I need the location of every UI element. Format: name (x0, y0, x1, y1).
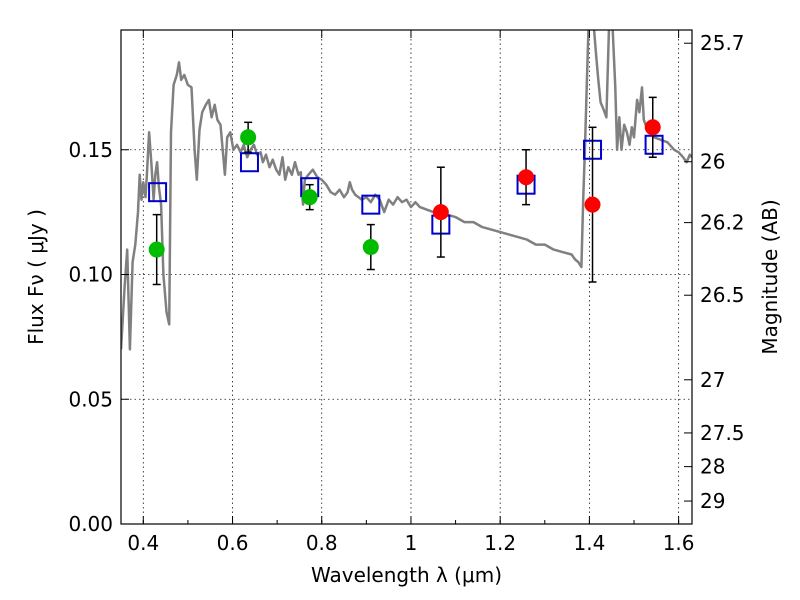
spectrum-line (121, 30, 692, 351)
observed-flux-point (518, 169, 535, 186)
model-spectrum (121, 30, 692, 351)
x-tick-label: 0.4 (127, 531, 159, 555)
plot-frame (120, 29, 693, 525)
y-tick-label: 0.00 (68, 512, 113, 536)
right-tick-label: 28 (700, 455, 725, 479)
model-square-marker (239, 152, 259, 173)
x-tick-label: 1.6 (663, 531, 695, 555)
right-tick-label: 26.2 (700, 211, 745, 235)
y-tick-label: 0.15 (68, 138, 113, 162)
right-tick-label: 29 (700, 489, 725, 513)
observed-flux-point (644, 119, 661, 136)
right-tick-label: 26.5 (700, 283, 745, 307)
model-square-marker (644, 134, 664, 155)
right-tick-label: 27 (700, 368, 725, 392)
model-square-marker (361, 194, 381, 215)
x-tick-label: 1.4 (573, 531, 605, 555)
right-tick-label: 27.5 (700, 421, 745, 445)
observed-flux-point (432, 204, 449, 221)
right-axis-title: Magnitude (AB) (758, 199, 782, 354)
observed-flux-point (301, 189, 318, 206)
observed-flux-point (362, 239, 379, 256)
x-tick-label: 0.6 (217, 531, 249, 555)
model-square-marker (148, 182, 168, 203)
x-tick-label: 1 (405, 531, 418, 555)
observed-flux-point (240, 129, 257, 146)
y-tick-label: 0.05 (68, 387, 113, 411)
observed-flux-point (584, 196, 601, 213)
x-axis-title: Wavelength λ (μm) (311, 563, 502, 587)
axis-ticks: 0.4 0.6 0.8 1 1.2 1.4 1.6 0.00 0.05 0.10 0.15 25.7 2… (68, 30, 745, 555)
right-tick-label: 26 (700, 150, 725, 174)
observed-flux-point (148, 241, 165, 258)
photometry-points (148, 96, 664, 286)
right-tick-label: 25.7 (700, 31, 745, 55)
x-tick-label: 0.8 (306, 531, 338, 555)
x-tick-label: 1.2 (484, 531, 516, 555)
y-tick-label: 0.10 (68, 263, 113, 287)
y-axis-title: Flux Fν ( μJy ) (24, 209, 48, 345)
